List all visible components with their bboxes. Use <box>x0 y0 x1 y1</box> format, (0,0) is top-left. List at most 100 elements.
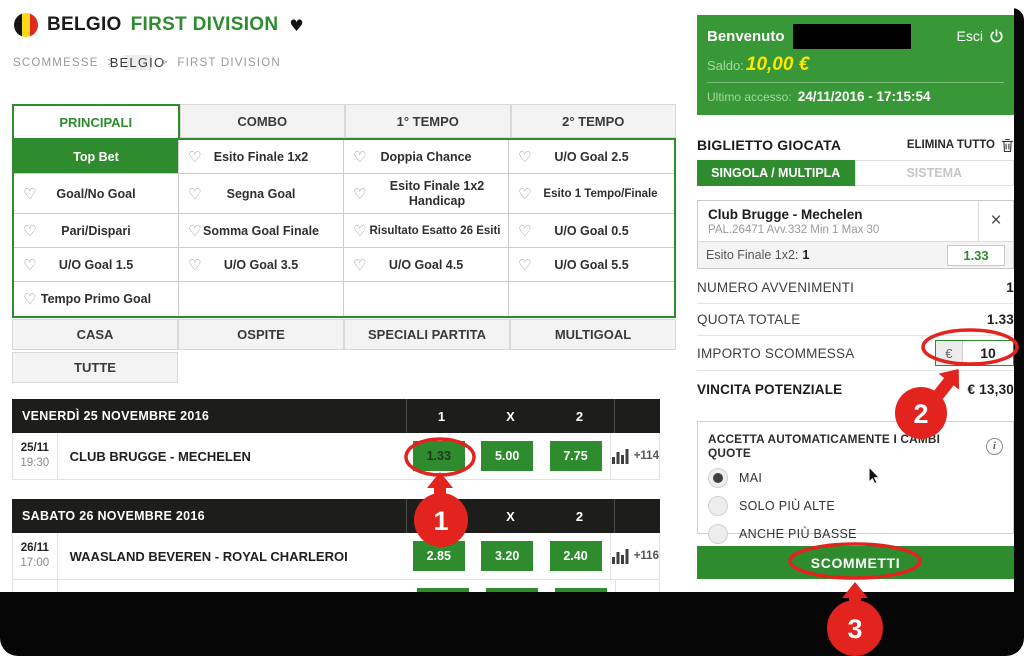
market-label: Top Bet <box>73 149 119 164</box>
market-pari-dispari[interactable]: ♡ Pari/Dispari <box>14 214 179 248</box>
option-mai[interactable]: MAI <box>708 468 1003 488</box>
favorite-heart-icon[interactable]: ♡ <box>188 184 202 203</box>
market-label: Esito Finale 1x2 Handicap <box>389 179 485 208</box>
odds-button-2[interactable]: 2.40 <box>549 541 602 571</box>
last-access-label: Ultimo accesso: <box>707 89 792 104</box>
favorite-heart-icon[interactable]: ♡ <box>23 184 37 203</box>
betslip-header: BIGLIETTO GIOCATA ELIMINA TUTTO <box>697 132 1014 158</box>
more-markets-link[interactable]: +116 <box>633 550 659 562</box>
league-header: BELGIO FIRST DIVISION ♥ <box>14 13 304 37</box>
total-odds-label: QUOTA TOTALE <box>697 312 801 327</box>
breadcrumb-belgio[interactable]: BELGIO <box>109 55 166 70</box>
logout-button[interactable]: Esci <box>957 28 1004 44</box>
favorite-heart-icon[interactable]: ♡ <box>188 221 202 240</box>
more-markets-link[interactable]: +114 <box>633 450 659 462</box>
radio-icon[interactable] <box>708 496 728 516</box>
stats-bars-icon[interactable] <box>611 548 629 564</box>
favorite-heart-icon[interactable]: ♡ <box>23 290 37 308</box>
match-teams[interactable]: WAASLAND BEVEREN - ROYAL CHARLEROI <box>69 548 348 564</box>
radio-selected-icon[interactable] <box>708 468 728 488</box>
market-tempo-primo-goal[interactable]: ♡ Tempo Primo Goal <box>14 282 179 316</box>
clear-all-button[interactable]: ELIMINA TUTTO <box>907 138 1014 153</box>
favorite-heart-icon[interactable]: ♡ <box>353 255 367 274</box>
selection-match: Club Brugge - Mechelen <box>708 207 863 222</box>
market-goal-no-goal[interactable]: ♡ Goal/No Goal <box>14 174 179 214</box>
filter-casa[interactable]: CASA <box>12 319 178 350</box>
market-uo-goal-2-5[interactable]: ♡ U/O Goal 2.5 <box>509 140 674 174</box>
market-uo-goal-0-5[interactable]: ♡ U/O Goal 0.5 <box>509 214 674 248</box>
option-anche-piu-basse[interactable]: ANCHE PIÙ BASSE <box>708 524 1003 544</box>
odds-button-2[interactable] <box>554 588 607 592</box>
option-solo-piu-alte[interactable]: SOLO PIÙ ALTE <box>708 496 1003 516</box>
favorite-heart-icon[interactable]: ♡ <box>188 147 202 166</box>
stake-input[interactable] <box>963 341 1013 365</box>
market-top-bet[interactable]: Top Bet <box>14 140 179 174</box>
match-teams[interactable]: CLUB BRUGGE - MECHELEN <box>69 448 251 464</box>
favorite-heart-icon[interactable]: ♡ <box>353 184 367 203</box>
market-label: U/O Goal 2.5 <box>554 149 629 164</box>
market-uo-goal-5-5[interactable]: ♡ U/O Goal 5.5 <box>509 248 674 282</box>
market-label: U/O Goal 5.5 <box>554 257 629 272</box>
match-teams[interactable] <box>58 580 408 592</box>
auto-accept-title: ACCETTA AUTOMATICAMENTE I CAMBI QUOTE <box>708 432 941 460</box>
selection-top: Club Brugge - Mechelen PAL.26471 Avv.332… <box>698 201 1013 241</box>
market-esito-finale-1x2[interactable]: ♡ Esito Finale 1x2 <box>179 140 344 174</box>
tab-combo[interactable]: COMBO <box>179 104 345 138</box>
welcome-label: Benvenuto <box>707 27 785 45</box>
market-label: Pari/Dispari <box>61 223 131 238</box>
market-uo-goal-4-5[interactable]: ♡ U/O Goal 4.5 <box>344 248 509 282</box>
tab-sistema[interactable]: SISTEMA <box>854 160 1014 186</box>
filter-ospite[interactable]: OSPITE <box>178 319 344 350</box>
market-somma-goal-finale[interactable]: ♡ Somma Goal Finale <box>179 214 344 248</box>
odds-button-1[interactable] <box>416 588 469 592</box>
close-icon: × <box>990 210 1002 231</box>
breadcrumb-scommesse[interactable]: SCOMMESSE <box>13 56 99 69</box>
favorite-heart-icon[interactable]: ♡ <box>353 221 367 240</box>
odds-button-1[interactable]: 2.85 <box>412 541 465 571</box>
tab-singola-multipla[interactable]: SINGOLA / MULTIPLA <box>697 160 855 186</box>
favorite-heart-icon[interactable]: ♡ <box>518 147 532 166</box>
market-uo-goal-1-5[interactable]: ♡ U/O Goal 1.5 <box>14 248 179 282</box>
remove-selection-button[interactable]: × <box>978 201 1013 241</box>
radio-icon[interactable] <box>708 524 728 544</box>
potential-win-value: € 13,30 <box>967 381 1014 397</box>
events-value: 1 <box>1006 280 1014 295</box>
filter-tutte[interactable]: TUTTE <box>12 352 178 383</box>
favorite-heart-icon[interactable]: ♡ <box>353 147 367 166</box>
market-uo-goal-3-5[interactable]: ♡ U/O Goal 3.5 <box>179 248 344 282</box>
currency-symbol: € <box>936 341 963 365</box>
scommetti-button[interactable]: SCOMMETTI <box>697 546 1014 579</box>
market-segna-goal[interactable]: ♡ Segna Goal <box>179 174 344 214</box>
favorite-league-heart-icon[interactable]: ♥ <box>289 15 304 35</box>
favorite-heart-icon[interactable]: ♡ <box>518 255 532 274</box>
favorite-heart-icon[interactable]: ♡ <box>23 221 37 240</box>
market-esito-1-tempo-finale[interactable]: ♡ Esito 1 Tempo/Finale <box>509 174 674 214</box>
tab-1-tempo[interactable]: 1° TEMPO <box>345 104 511 138</box>
favorite-heart-icon[interactable]: ♡ <box>23 255 37 274</box>
filter-speciali-partita[interactable]: SPECIALI PARTITA <box>344 319 510 350</box>
favorite-heart-icon[interactable]: ♡ <box>188 255 202 274</box>
betslip-tabs: SINGOLA / MULTIPLA SISTEMA <box>697 160 1014 186</box>
favorite-heart-icon[interactable]: ♡ <box>518 221 532 240</box>
favorite-heart-icon[interactable]: ♡ <box>518 184 532 203</box>
match-row-club-brugge: 25/11 19:30 CLUB BRUGGE - MECHELEN 1.33 … <box>12 433 660 480</box>
odds-button-x[interactable]: 5.00 <box>481 441 534 471</box>
filter-multigoal[interactable]: MULTIGOAL <box>510 319 676 350</box>
breadcrumb-first-division[interactable]: FIRST DIVISION <box>177 56 281 69</box>
betslip-selection-card: Club Brugge - Mechelen PAL.26471 Avv.332… <box>697 200 1014 269</box>
tab-2-tempo[interactable]: 2° TEMPO <box>510 104 676 138</box>
odds-column-spacer <box>614 399 660 433</box>
stake-label: IMPORTO SCOMMESSA <box>697 345 855 361</box>
market-doppia-chance[interactable]: ♡ Doppia Chance <box>344 140 509 174</box>
odds-button-2[interactable]: 7.75 <box>549 441 602 471</box>
market-esito-finale-handicap[interactable]: ♡ Esito Finale 1x2 Handicap <box>344 174 509 214</box>
stats-bars-icon[interactable] <box>611 448 629 464</box>
info-icon[interactable]: i <box>986 437 1003 455</box>
odds-button-x[interactable]: 3.20 <box>481 541 534 571</box>
odds-button-1-selected[interactable]: 1.33 <box>412 441 465 471</box>
tab-principali[interactable]: PRINCIPALI <box>12 104 180 138</box>
odds-button-x[interactable] <box>485 588 538 592</box>
market-risultato-esatto[interactable]: ♡ Risultato Esatto 26 Esiti <box>344 214 509 248</box>
match-row-waasland: 26/11 17:00 WAASLAND BEVEREN - ROYAL CHA… <box>12 533 660 580</box>
